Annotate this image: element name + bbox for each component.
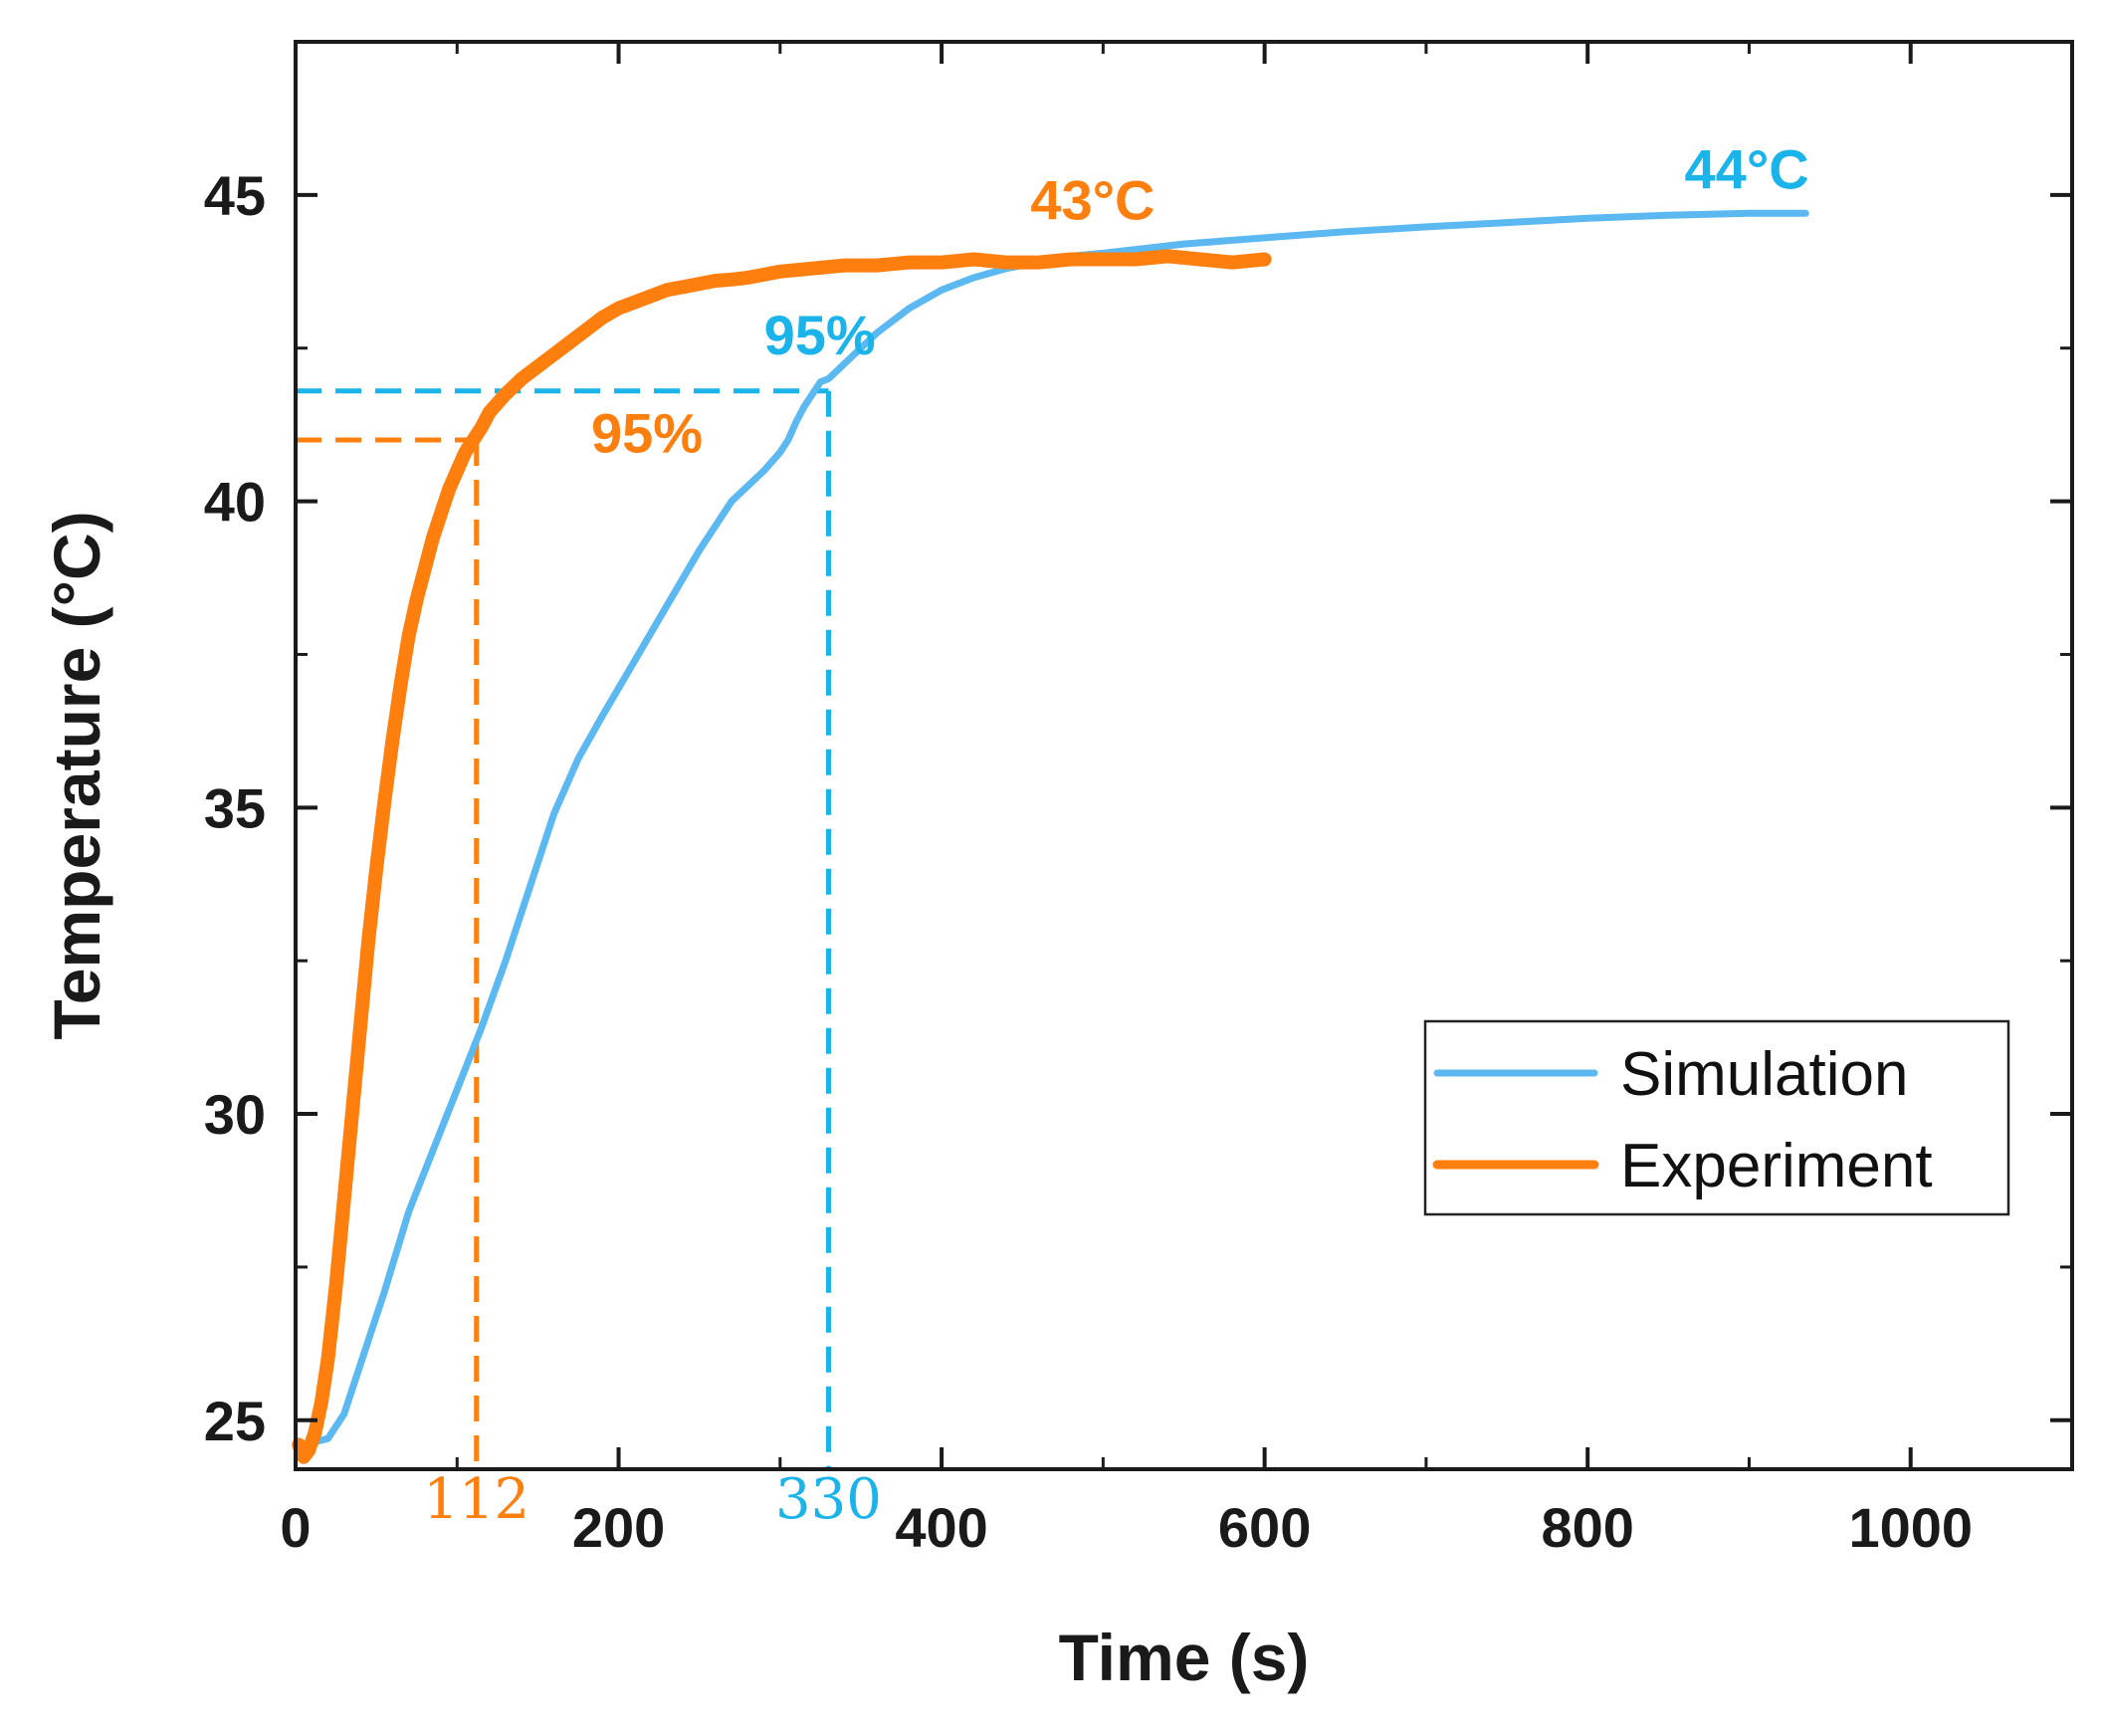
annotation-label: 44°C [1685, 138, 1809, 201]
annotation-label: 95% [591, 401, 703, 464]
annotation-label: 43°C [1030, 168, 1155, 231]
y-axis-title: Temperature (°C) [40, 511, 113, 1039]
x-tick-label: 400 [895, 1496, 987, 1559]
x-tick-label: 0 [280, 1496, 311, 1559]
annotations: 95% 95% 43°C 44°C 112 330 [423, 138, 1808, 1533]
y-tick-label: 40 [204, 471, 266, 534]
x-tick-label: 800 [1541, 1496, 1633, 1559]
annotation-label: 95% [764, 304, 876, 366]
series-line-experiment [292, 249, 1272, 1464]
y-tick-label: 45 [204, 164, 266, 227]
series-layer [292, 209, 1809, 1464]
axis-ticks [294, 42, 2074, 1469]
guide-value-label: 112 [423, 1467, 529, 1532]
legend-label-simulation: Simulation [1620, 1040, 1908, 1109]
y-tick-label: 35 [204, 776, 266, 839]
y-tick-label: 25 [204, 1390, 266, 1452]
x-axis-title: Time (s) [1059, 1621, 1310, 1694]
legend-label-experiment: Experiment [1620, 1132, 1933, 1200]
plot-frame [294, 40, 2074, 1471]
legend: Simulation Experiment [1423, 1019, 2010, 1216]
x-tick-label: 600 [1218, 1496, 1311, 1559]
y-tick-label: 30 [204, 1083, 266, 1146]
guide-lines [296, 388, 831, 1469]
x-tick-label: 200 [572, 1496, 665, 1559]
guide-value-label: 330 [775, 1467, 882, 1532]
x-tick-label: 1000 [1848, 1496, 1973, 1559]
axis-tick-labels: 0 200 400 600 800 1000 25 30 35 40 45 [204, 164, 1973, 1559]
series-line-simulation [300, 209, 1809, 1448]
legend-box [1423, 1019, 2010, 1216]
